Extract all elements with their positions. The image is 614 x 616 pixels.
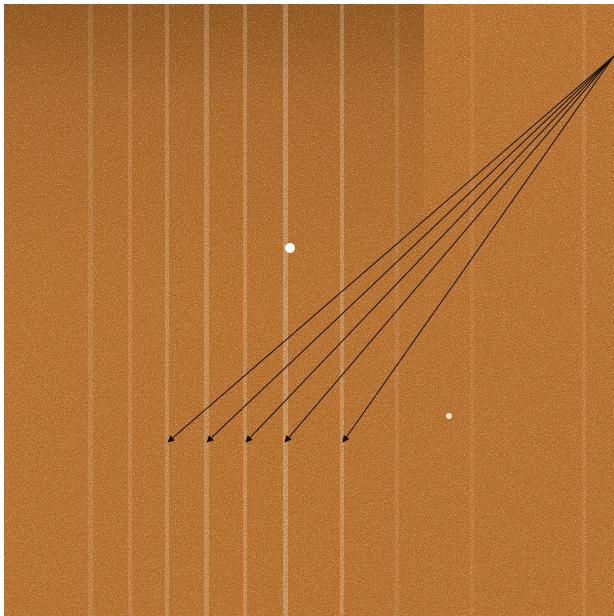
arrow bbox=[167, 55, 614, 443]
bright-star bbox=[285, 243, 295, 253]
faint-star bbox=[446, 413, 452, 419]
light-noise bbox=[4, 4, 614, 616]
arrow bbox=[245, 55, 614, 443]
arrow bbox=[342, 55, 614, 443]
arrow bbox=[206, 55, 614, 443]
arrow bbox=[284, 55, 614, 443]
arrows bbox=[167, 55, 614, 443]
